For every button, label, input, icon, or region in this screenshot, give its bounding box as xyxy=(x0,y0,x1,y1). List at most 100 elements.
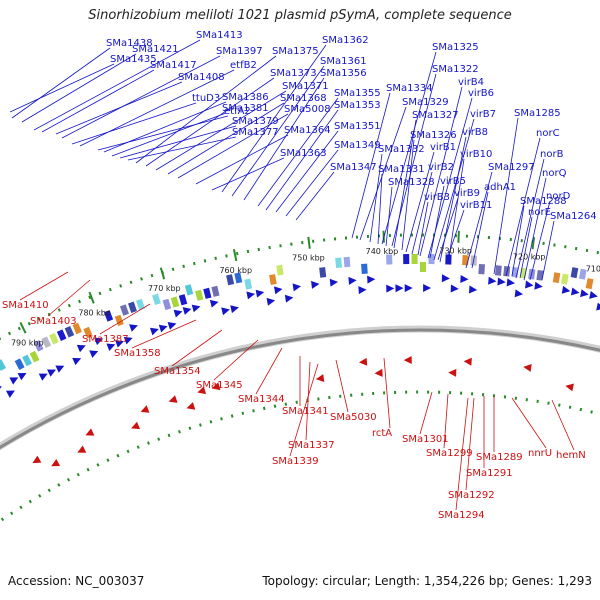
leader-line xyxy=(135,55,277,164)
leader-line xyxy=(155,90,287,171)
leader-line xyxy=(119,125,237,159)
gene-block xyxy=(184,284,194,296)
leader-line xyxy=(377,173,383,245)
leader-line xyxy=(455,397,469,511)
ring-layer xyxy=(0,230,600,522)
reverse-gene-arrow xyxy=(448,368,457,377)
reverse-gene-arrow xyxy=(131,421,140,430)
kbp-tick xyxy=(19,322,27,334)
leader-line xyxy=(61,55,221,139)
gene-label-forward: virB2 xyxy=(428,162,454,173)
gene-block xyxy=(29,350,40,363)
kbp-tick-label: 720 kbp xyxy=(513,252,546,261)
gene-label-reverse: SMa1294 xyxy=(438,510,485,521)
leader-line xyxy=(111,112,227,157)
guide-ring-inner xyxy=(0,390,600,522)
reverse-gene-arrow xyxy=(197,386,207,395)
forward-gene-arrow xyxy=(386,284,395,293)
forward-gene-arrow xyxy=(292,283,302,292)
gene-block xyxy=(578,268,587,280)
forward-gene-arrow xyxy=(460,274,469,283)
gene-layer xyxy=(0,253,600,467)
kbp-tick-label: 770 kbp xyxy=(148,284,181,293)
leader-line xyxy=(471,191,489,269)
forward-gene-arrow xyxy=(72,357,82,366)
forward-gene-arrow xyxy=(230,305,239,314)
forward-gene-arrow xyxy=(506,278,515,287)
gene-label-forward: virB10 xyxy=(460,149,492,160)
forward-gene-arrow xyxy=(5,390,15,398)
leader-line xyxy=(515,158,545,279)
forward-gene-arrow xyxy=(123,336,133,345)
leader-line xyxy=(417,201,429,256)
leader-line xyxy=(393,119,417,249)
gene-label-forward: SMa1334 xyxy=(386,83,433,94)
gene-label-reverse: SMa1339 xyxy=(272,456,319,467)
leader-line xyxy=(71,102,197,145)
reverse-gene-arrow xyxy=(211,382,221,391)
reverse-gene-arrow xyxy=(463,357,472,366)
forward-gene-arrow xyxy=(0,386,2,394)
forward-gene-arrow xyxy=(367,275,376,284)
gene-label-forward: SMa1421 xyxy=(132,44,179,55)
leader-line xyxy=(411,171,433,255)
forward-gene-arrow xyxy=(441,274,450,283)
forward-gene-arrow xyxy=(514,289,524,298)
kbp-tick xyxy=(457,230,460,243)
gene-label-forward: adhA1 xyxy=(484,182,516,193)
gene-label-reverse: rctA xyxy=(372,428,392,439)
gene-block xyxy=(335,257,343,269)
gene-label-forward: norB xyxy=(540,149,564,160)
gene-label-reverse: SMa1299 xyxy=(426,448,473,459)
leader-line xyxy=(465,397,475,491)
gene-label-forward: SMa1328 xyxy=(388,177,435,188)
reverse-gene-arrow xyxy=(140,405,150,413)
forward-gene-arrow xyxy=(488,276,497,285)
forward-gene-arrow xyxy=(358,286,367,295)
gene-label-forward: SMa1377 xyxy=(232,127,279,138)
leader-line xyxy=(523,177,547,281)
forward-gene-arrow xyxy=(311,280,320,289)
leader-line xyxy=(21,53,137,123)
leader-line xyxy=(529,200,551,281)
gene-label-reverse: SMa1337 xyxy=(288,440,335,451)
gene-block xyxy=(552,272,561,284)
gene-label-forward: etfA2 xyxy=(224,106,251,117)
gene-label-reverse: SMa1301 xyxy=(402,434,449,445)
leader-line xyxy=(351,92,391,239)
leader-line xyxy=(289,363,319,457)
gene-label-forward: SMa1288 xyxy=(520,196,567,207)
accession-text: Accession: NC_003037 xyxy=(8,574,145,588)
forward-gene-arrow xyxy=(221,307,230,316)
gene-label-forward: virB1 xyxy=(430,142,456,153)
gene-label-forward: SMa1332 xyxy=(378,144,425,155)
leader-line xyxy=(167,102,285,175)
reverse-gene-arrow xyxy=(85,428,95,436)
leader-line xyxy=(511,205,525,277)
leader-line xyxy=(33,39,201,131)
gene-block xyxy=(585,278,594,290)
leader-line xyxy=(519,216,533,279)
leader-line xyxy=(265,109,339,211)
leader-line xyxy=(213,339,259,381)
gene-label-forward: ttuD3 xyxy=(192,93,220,104)
leader-line xyxy=(369,153,383,243)
gene-block xyxy=(103,310,114,322)
kbp-tick xyxy=(531,237,536,250)
leader-line xyxy=(127,136,237,161)
gene-label-reverse: SMa1354 xyxy=(154,366,201,377)
leader-line xyxy=(429,185,445,259)
leader-line xyxy=(433,118,475,261)
gene-label-forward: SMa5008 xyxy=(284,104,331,115)
leader-line xyxy=(295,171,335,221)
forward-gene-arrow xyxy=(580,289,589,298)
gene-block xyxy=(83,326,93,339)
leader-line xyxy=(445,209,465,263)
leader-line xyxy=(257,97,339,207)
gene-label-forward: SMa1329 xyxy=(402,97,449,108)
reverse-gene-arrow xyxy=(51,458,61,467)
leader-line xyxy=(505,137,541,277)
leader-line xyxy=(359,106,407,241)
gene-label-forward: norQ xyxy=(542,168,567,179)
